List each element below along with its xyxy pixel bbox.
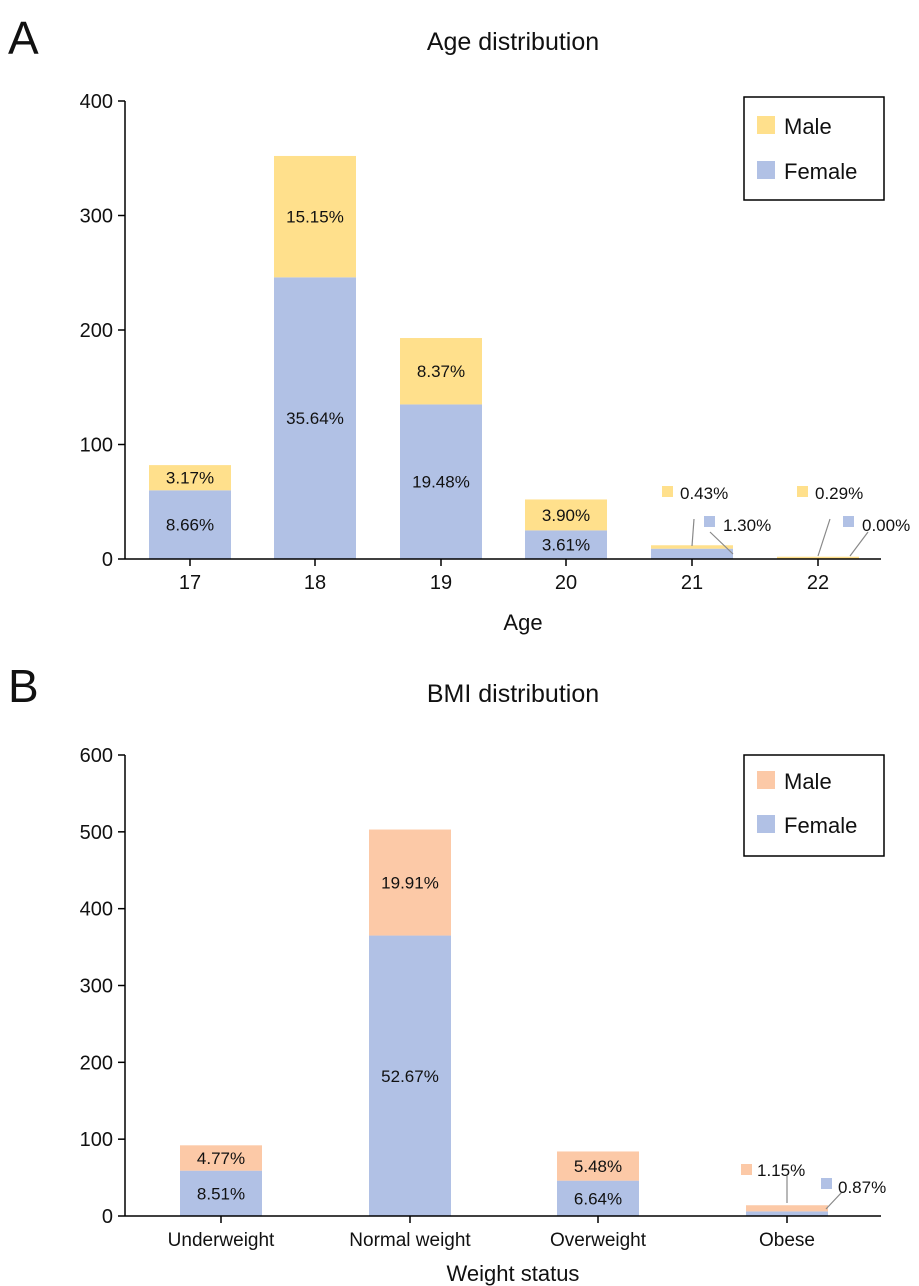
label-marker — [704, 516, 715, 527]
data-label: 3.61% — [542, 536, 590, 555]
bar-male — [557, 1151, 639, 1181]
bar-male — [651, 545, 733, 549]
y-tick-label: 300 — [80, 976, 113, 998]
bar-female — [651, 548, 733, 559]
data-label: 3.17% — [166, 469, 214, 488]
panel-a-title: Age distribution — [427, 28, 599, 56]
age-legend: Male Female — [743, 96, 885, 201]
x-tick-label: Underweight — [168, 1230, 275, 1251]
x-tick-label: 21 — [681, 572, 703, 594]
bar-female — [746, 1211, 828, 1216]
label-marker — [741, 1164, 752, 1175]
label-marker — [662, 486, 673, 497]
bar-male — [369, 829, 451, 936]
label-marker — [821, 1178, 832, 1189]
bar-female — [149, 490, 231, 559]
bmi-legend: Male Female — [743, 754, 885, 857]
bar-female — [274, 277, 356, 559]
bar-male — [777, 556, 859, 559]
bar-female — [400, 404, 482, 559]
bmi-chart: 8.51% 4.77% Underweight 52.67% 19.91% Normal … — [80, 745, 887, 1251]
data-label: 19.48% — [412, 473, 470, 492]
x-tick-label: Obese — [759, 1230, 815, 1251]
data-label: 8.37% — [417, 362, 465, 381]
legend-label-male: Male — [784, 769, 832, 794]
data-label: 8.51% — [197, 1184, 245, 1203]
data-label: 0.43% — [680, 484, 728, 503]
legend-label-female: Female — [784, 813, 857, 838]
legend-swatch-female — [757, 815, 775, 833]
data-label: 8.66% — [166, 516, 214, 535]
x-tick-label: Normal weight — [349, 1230, 471, 1251]
x-tick-label: 18 — [304, 572, 326, 594]
legend-frame — [743, 96, 885, 201]
y-tick-label: 500 — [80, 822, 113, 844]
data-label: 52.67% — [381, 1067, 439, 1086]
data-label: 4.77% — [197, 1149, 245, 1168]
x-tick-label: 22 — [807, 572, 829, 594]
panel-b-letter: B — [8, 660, 39, 712]
y-tick-label: 400 — [80, 91, 113, 113]
y-tick-label: 600 — [80, 745, 113, 767]
label-marker — [797, 486, 808, 497]
legend-swatch-male — [757, 771, 775, 789]
data-label: 35.64% — [286, 409, 344, 428]
bar-female — [525, 530, 607, 559]
bar-male — [274, 155, 356, 278]
leader-line — [709, 531, 734, 555]
y-tick-label: 200 — [80, 1052, 113, 1074]
leader-line — [691, 518, 695, 547]
bar-female — [180, 1170, 262, 1216]
x-tick-label: 19 — [430, 572, 452, 594]
y-tick-label: 200 — [80, 320, 113, 342]
data-label: 1.30% — [723, 516, 771, 535]
leader-line — [849, 531, 869, 557]
legend-swatch-male — [757, 116, 775, 134]
bar-male — [149, 465, 231, 491]
data-label: 5.48% — [574, 1157, 622, 1176]
bar-female — [557, 1180, 639, 1216]
data-label: 19.91% — [381, 874, 439, 893]
bar-male — [400, 338, 482, 405]
age-chart: 8.66% 3.17% 17 35.64% 15.15% 18 19.48% 8.37% 19 3… — [80, 91, 911, 594]
data-label: 1.15% — [757, 1161, 805, 1180]
bar-female — [369, 935, 451, 1216]
leader-line — [825, 1191, 843, 1210]
y-tick-label: 100 — [80, 435, 113, 457]
bar-male — [180, 1145, 262, 1171]
data-label: 0.29% — [815, 484, 863, 503]
panel-a-xlabel: Age — [503, 610, 542, 635]
y-tick-label: 300 — [80, 206, 113, 228]
data-label: 0.00% — [862, 516, 910, 535]
legend-label-male: Male — [784, 114, 832, 139]
panel-b-xlabel: Weight status — [447, 1261, 580, 1286]
x-tick-label: 17 — [179, 572, 201, 594]
y-tick-label: 0 — [102, 549, 113, 571]
bar-male — [525, 499, 607, 531]
panel-b-title: BMI distribution — [427, 680, 599, 708]
x-tick-label: 20 — [555, 572, 577, 594]
data-label: 3.90% — [542, 506, 590, 525]
data-label: 15.15% — [286, 208, 344, 227]
panel-a-letter: A — [8, 12, 39, 64]
leader-line — [817, 518, 831, 557]
bar-male — [746, 1205, 828, 1212]
legend-label-female: Female — [784, 159, 857, 184]
data-label: 0.87% — [838, 1178, 886, 1197]
legend-swatch-female — [757, 161, 775, 179]
y-tick-label: 100 — [80, 1129, 113, 1151]
x-tick-label: Overweight — [550, 1230, 647, 1251]
y-tick-label: 400 — [80, 899, 113, 921]
data-label: 6.64% — [574, 1189, 622, 1208]
y-tick-label: 0 — [102, 1206, 113, 1228]
label-marker — [843, 516, 854, 527]
